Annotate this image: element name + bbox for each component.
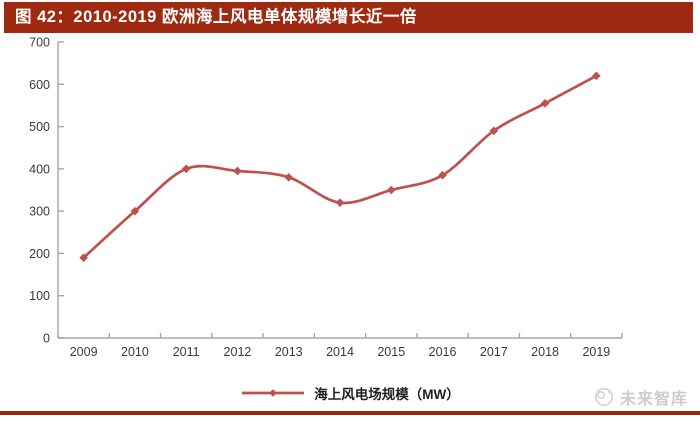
legend: 海上风电场规模（MW） xyxy=(0,383,700,403)
brand-name: 未来智库 xyxy=(619,391,688,408)
svg-text:2010: 2010 xyxy=(121,345,149,359)
svg-text:2013: 2013 xyxy=(275,345,303,359)
brand-watermark: 未来智库 xyxy=(593,385,688,409)
svg-text:400: 400 xyxy=(29,162,50,176)
svg-text:2011: 2011 xyxy=(173,345,200,359)
svg-text:100: 100 xyxy=(29,289,50,303)
svg-text:0: 0 xyxy=(43,332,50,346)
svg-text:2019: 2019 xyxy=(582,345,610,359)
line-chart: 0 100 200 300 400 500 600 700 2009 2010 2011 2012 20… xyxy=(29,36,623,359)
svg-text:2012: 2012 xyxy=(224,345,252,359)
figure-title-bar: 图 42：2010-2019 欧洲海上风电单体规模增长近一倍 xyxy=(4,2,693,33)
svg-text:200: 200 xyxy=(29,247,50,261)
bottom-rule-divider xyxy=(0,411,700,415)
svg-text:700: 700 xyxy=(29,36,50,50)
svg-text:300: 300 xyxy=(29,205,50,219)
footer-row: 海上风电场规模（MW） 未来智库 xyxy=(0,378,700,428)
chart-area: 0 100 200 300 400 500 600 700 2009 2010 2011 2012 20… xyxy=(0,33,700,378)
figure-title: 图 42：2010-2019 欧洲海上风电单体规模增长近一倍 xyxy=(15,8,417,26)
svg-text:2017: 2017 xyxy=(480,345,508,359)
brand-logo-icon xyxy=(594,388,613,406)
legend-line-marker-icon xyxy=(242,389,305,397)
svg-text:2015: 2015 xyxy=(377,345,405,359)
svg-text:2009: 2009 xyxy=(70,345,98,359)
svg-text:2018: 2018 xyxy=(531,345,559,359)
svg-text:600: 600 xyxy=(29,78,50,92)
svg-text:500: 500 xyxy=(29,120,50,134)
svg-text:2016: 2016 xyxy=(429,345,457,359)
legend-label: 海上风电场规模（MW） xyxy=(314,387,460,402)
svg-text:2014: 2014 xyxy=(326,345,354,359)
